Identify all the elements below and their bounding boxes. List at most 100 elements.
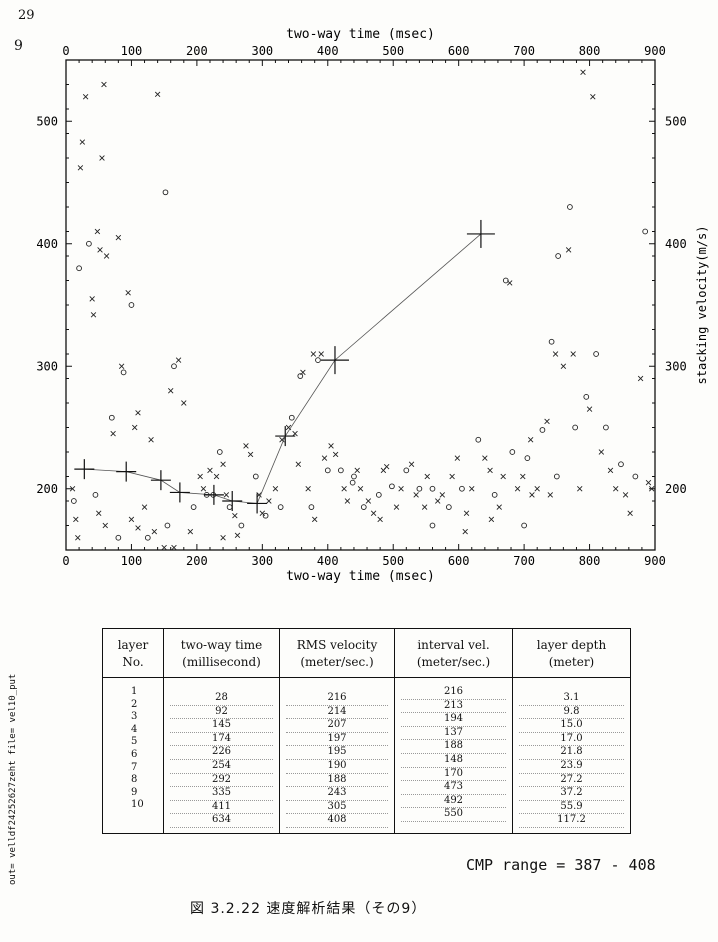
scatter-point	[577, 486, 583, 492]
scatter-point	[238, 522, 245, 529]
y-tick-label-right: 400	[665, 237, 687, 251]
scatter-point	[115, 234, 122, 241]
table-cell: 9	[131, 786, 138, 798]
y-tick-label-right: 200	[665, 482, 687, 496]
scatter-point	[266, 498, 272, 504]
scatter-point	[190, 504, 197, 510]
scatter-point	[162, 189, 169, 196]
scatter-point	[449, 473, 455, 480]
scatter-point	[398, 486, 404, 492]
table-cell: 9.8	[519, 706, 624, 720]
scatter-point	[220, 535, 226, 541]
plot-frame	[65, 59, 656, 551]
col-layer-no: 1 2 3 4 5 6 7 8 9 10	[109, 686, 157, 812]
scatter-point	[488, 516, 495, 523]
table-cell: 214	[286, 706, 388, 720]
table-cell: 3.1	[519, 692, 624, 706]
table-cell: 145	[170, 719, 273, 733]
table-cell: 10	[131, 799, 144, 811]
scatter-point	[555, 253, 561, 259]
scatter-point	[383, 463, 390, 470]
x-tick-label-bottom: 600	[448, 554, 470, 568]
y-tick-label-left: 300	[36, 359, 58, 373]
scatter-point	[553, 473, 560, 480]
scatter-point	[459, 485, 465, 492]
scatter-point	[101, 81, 107, 88]
scatter-point	[534, 486, 540, 492]
scatter-point	[552, 351, 559, 357]
table-cell: 4	[131, 723, 138, 735]
scatter-point	[560, 363, 567, 369]
scatter-point	[529, 492, 535, 498]
scatter-point	[416, 485, 423, 492]
scatter-point	[144, 534, 151, 541]
header-two-way-time: two-way time (millisecond)	[163, 628, 280, 678]
y-tick-label-right: 300	[665, 359, 687, 373]
scatter-point	[262, 512, 269, 519]
scatter-point	[321, 455, 328, 461]
table-cell: 137	[401, 727, 506, 741]
y-axis-title: stacking velocity(m/s)	[695, 226, 709, 385]
scatter-point	[308, 504, 315, 510]
scatter-point	[164, 522, 171, 529]
scatter-point	[120, 369, 127, 376]
table-cell: 408	[286, 814, 388, 828]
velocity-pick-marker	[203, 484, 224, 505]
table-cell: 55.9	[519, 801, 624, 815]
x-tick-label-top: 500	[382, 44, 404, 58]
scatter-point	[71, 498, 77, 504]
x-tick-label-bottom: 900	[644, 554, 666, 568]
scatter-point	[500, 473, 506, 480]
table-cell: 17.0	[519, 733, 624, 747]
scatter-point	[475, 436, 482, 443]
scatter-point	[311, 516, 318, 523]
scatter-point	[272, 486, 279, 492]
scatter-point	[216, 449, 223, 455]
scatter-point	[583, 394, 590, 400]
velocity-pick-marker	[320, 346, 349, 375]
scatter-point	[429, 485, 436, 492]
scatter-point	[181, 400, 187, 406]
x-tick-label-top: 300	[251, 44, 273, 58]
scatter-point	[292, 430, 298, 437]
scatter-point	[413, 492, 419, 498]
x-tick-label-bottom: 800	[579, 554, 601, 568]
scatter-point	[305, 486, 311, 492]
scatter-point	[446, 504, 452, 510]
x-tick-label-top: 900	[644, 44, 666, 58]
scatter-point	[125, 290, 131, 296]
table-cell: 492	[401, 795, 506, 809]
table-cell: 3	[131, 711, 138, 723]
table-cell: 411	[170, 801, 273, 815]
scatter-point	[618, 461, 624, 468]
scatter-point	[187, 528, 194, 535]
x-tick-label-top: 700	[513, 44, 535, 58]
scatter-point	[141, 504, 148, 510]
scatter-point	[110, 430, 116, 437]
velocity-pick-marker	[275, 426, 296, 447]
table-cell: 188	[286, 774, 388, 788]
scatter-point	[469, 486, 475, 492]
scatter-point	[338, 467, 344, 474]
table-cell: 226	[170, 746, 273, 760]
scatter-point	[357, 486, 364, 492]
scatter-point	[487, 467, 493, 474]
scatter-point	[300, 369, 306, 376]
y-tick-label-left: 200	[36, 482, 58, 496]
scatter-point	[439, 492, 446, 498]
table-cell: 243	[286, 787, 388, 801]
table-cell: 213	[401, 700, 506, 714]
scatter-point	[424, 473, 430, 480]
table-cell: 92	[170, 706, 273, 720]
scatter-point	[544, 418, 550, 425]
scatter-point	[318, 351, 324, 357]
header-rms-velocity: RMS velocity (meter/sec.)	[279, 628, 395, 678]
col-two-way-time: 28 92 145 174 226 254 292 335 411 634	[170, 692, 273, 828]
scatter-point	[69, 486, 76, 492]
scatter-point	[435, 498, 441, 504]
scatter-point	[279, 437, 285, 443]
scatter-point	[288, 414, 295, 421]
scatter-point	[103, 253, 110, 259]
scatter-point	[315, 357, 321, 363]
scatter-point	[463, 510, 470, 516]
